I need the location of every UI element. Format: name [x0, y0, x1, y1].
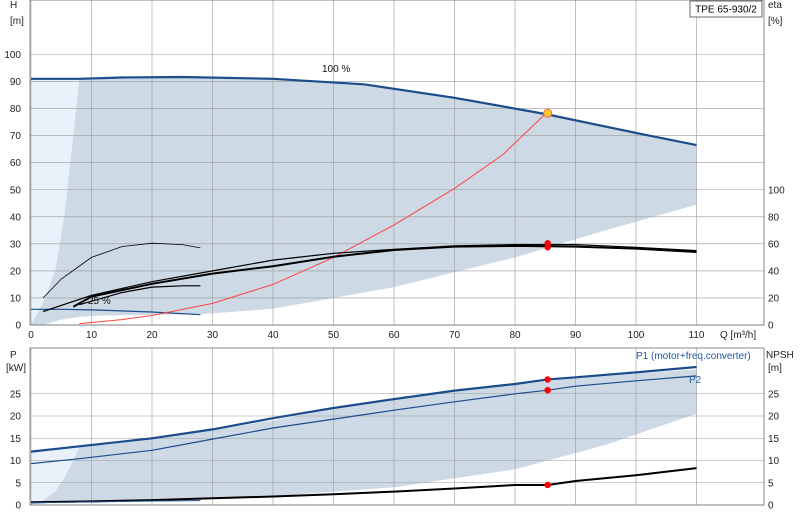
operating-region-area [31, 77, 697, 325]
x-tick-label: 50 [328, 330, 340, 341]
p2-curve [30, 375, 697, 465]
p-partial-curve [30, 500, 201, 504]
chart-title: TPE 65-930/2 [695, 5, 757, 16]
power-panel: 0 5 10 15 20 25 0 5 10 15 20 25 [10, 347, 780, 512]
y2-tick-label: 25 [768, 389, 780, 400]
x-tick-label: 90 [570, 330, 582, 341]
y2-tick-label: 10 [768, 456, 780, 467]
y-tick-label: 20 [10, 266, 22, 277]
y-tick-label: 20 [10, 412, 22, 423]
eta-curve-partial-a [42, 242, 201, 299]
y2-tick-label: 20 [768, 293, 780, 304]
eta-curve-duty [72, 244, 697, 308]
y2-tick-label: 40 [768, 266, 780, 277]
y2-tick-label: 15 [768, 434, 780, 445]
max-speed-label: 100 % [322, 64, 350, 75]
head-panel: 0 10 20 30 40 50 60 70 80 90 100 0 20 40 60 80 100 0 10 20 3… [4, 0, 785, 341]
y-tick-label: 40 [10, 212, 22, 223]
y2-tick-label: 0 [768, 501, 774, 512]
p2-series-label: P2 [689, 375, 702, 386]
y2-tick-label: 5 [768, 478, 774, 489]
y-tick-label: 30 [10, 239, 22, 250]
x-tick-label: 10 [86, 330, 98, 341]
power-region-light-area [31, 447, 80, 505]
p1-series-label: P1 (motor+freq.converter) [636, 351, 751, 362]
duty-point-power [544, 386, 551, 394]
head-curve-25 [31, 308, 201, 316]
operating-region-light-area [31, 78, 80, 325]
x-tick-label: 20 [146, 330, 158, 341]
p1-curve [30, 365, 697, 453]
y-tick-label: 60 [10, 158, 22, 169]
x-tick-label: 80 [509, 330, 521, 341]
power-axis-unit: [kW] [6, 363, 26, 374]
y-tick-label: 10 [10, 293, 22, 304]
x-tick-label: 70 [449, 330, 461, 341]
head-axis-unit: [m] [10, 16, 24, 27]
y-tick-label: 25 [10, 389, 22, 400]
flow-axis-label: Q [m³/h] [720, 330, 756, 341]
y2-tick-label: 100 [768, 185, 785, 196]
y-tick-label: 15 [10, 434, 22, 445]
x-tick-label: 30 [207, 330, 219, 341]
duty-point-head [543, 108, 553, 118]
y-tick-label: 90 [10, 77, 22, 88]
y-tick-label: 100 [4, 50, 21, 61]
duty-point-power [544, 481, 551, 489]
x-tick-label: 60 [388, 330, 400, 341]
power-axis-label: P [10, 350, 17, 361]
head-curve-100 [31, 75, 697, 147]
y2-tick-label: 60 [768, 239, 780, 250]
y2-tick-label: 0 [768, 321, 774, 332]
eta-curve-max [42, 244, 697, 313]
y2-tick-label: 80 [768, 212, 780, 223]
y2-tick-label: 20 [768, 412, 780, 423]
min-speed-label: 25 % [88, 296, 111, 307]
npsh-axis-unit: [m] [768, 363, 782, 374]
npsh-curve [30, 467, 697, 504]
x-tick-label: 0 [28, 330, 34, 341]
head-plot-frame [29, 0, 765, 326]
head-axis-label: H [10, 0, 17, 11]
chart-title-box: TPE 65-930/2 [689, 0, 763, 18]
y-tick-label: 50 [10, 185, 22, 196]
y-tick-label: 5 [15, 478, 21, 489]
power-region-area [31, 369, 697, 505]
y-tick-label: 10 [10, 456, 22, 467]
y-tick-label: 0 [15, 501, 21, 512]
x-tick-label: 40 [267, 330, 279, 341]
y-tick-label: 0 [15, 321, 21, 332]
power-plot-frame [29, 347, 765, 506]
npsh-axis-label: NPSH [766, 350, 794, 361]
duty-point-eta [544, 244, 551, 251]
duty-point-power [544, 376, 551, 383]
y-tick-label: 80 [10, 104, 22, 115]
eta-axis-unit: [%] [768, 16, 783, 27]
x-tick-label: 100 [628, 330, 645, 341]
eta-axis-label: eta [768, 0, 782, 11]
x-tick-label: 110 [689, 330, 705, 341]
system-curve [79, 113, 546, 325]
y-tick-label: 70 [10, 131, 22, 142]
eta-curve-partial-b [79, 285, 201, 306]
